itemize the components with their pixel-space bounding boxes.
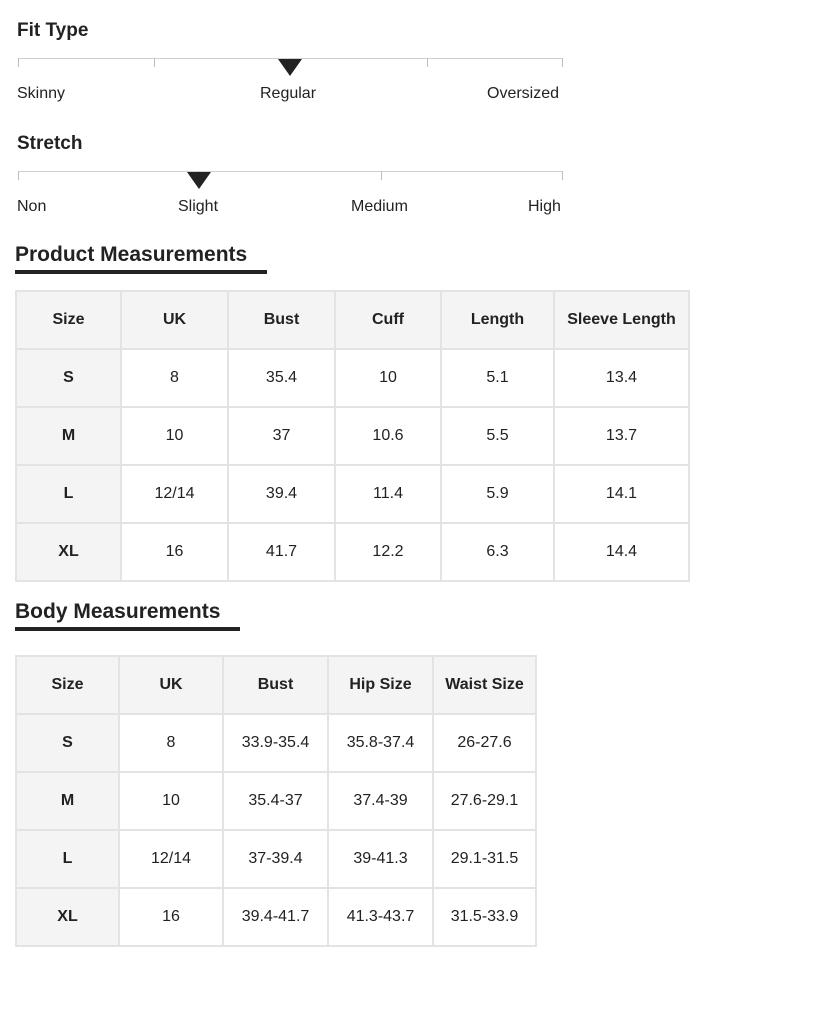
column-header-sleeve-length: Sleeve Length xyxy=(553,290,690,350)
table-row: L 12/14 39.4 11.4 5.9 14.1 xyxy=(15,464,690,524)
stretch-tick xyxy=(562,171,563,180)
size-cell: XL xyxy=(15,522,122,582)
stretch-label-slight: Slight xyxy=(178,198,219,215)
table-row: S 8 35.4 10 5.1 13.4 xyxy=(15,348,690,408)
fit-type-tick xyxy=(154,58,155,67)
table-cell: 14.4 xyxy=(553,522,690,582)
table-cell: 13.7 xyxy=(553,406,690,466)
stretch-tick xyxy=(18,171,19,180)
table-row: M 10 37 10.6 5.5 13.7 xyxy=(15,406,690,466)
body-measurements-underline xyxy=(15,627,240,631)
table-cell: 39.4-41.7 xyxy=(222,887,329,947)
table-row: M 10 35.4-37 37.4-39 27.6-29.1 xyxy=(15,771,537,831)
table-cell: 29.1-31.5 xyxy=(432,829,537,889)
table-header-row: Size UK Bust Cuff Length Sleeve Length xyxy=(15,290,690,350)
fit-type-label-oversized: Oversized xyxy=(487,85,560,102)
column-header-cuff: Cuff xyxy=(334,290,442,350)
fit-type-label-skinny: Skinny xyxy=(17,85,66,102)
table-cell: 35.4-37 xyxy=(222,771,329,831)
size-cell: L xyxy=(15,464,122,524)
table-cell: 8 xyxy=(120,348,229,408)
table-cell: 41.7 xyxy=(227,522,336,582)
product-measurements-underline xyxy=(15,270,267,274)
table-row: XL 16 39.4-41.7 41.3-43.7 31.5-33.9 xyxy=(15,887,537,947)
table-cell: 37.4-39 xyxy=(327,771,434,831)
table-cell: 11.4 xyxy=(334,464,442,524)
stretch-track xyxy=(18,171,563,172)
table-cell: 6.3 xyxy=(440,522,555,582)
table-cell: 16 xyxy=(120,522,229,582)
product-measurements-table: Size UK Bust Cuff Length Sleeve Length S… xyxy=(15,290,690,582)
table-cell: 12/14 xyxy=(118,829,224,889)
table-cell: 5.5 xyxy=(440,406,555,466)
column-header-uk: UK xyxy=(120,290,229,350)
body-measurements-table: Size UK Bust Hip Size Waist Size S 8 33.… xyxy=(15,655,537,947)
table-cell: 13.4 xyxy=(553,348,690,408)
fit-type-tick xyxy=(562,58,563,67)
stretch-label-high: High xyxy=(528,198,561,215)
column-header-hip-size: Hip Size xyxy=(327,655,434,715)
fit-type-selected-marker-icon xyxy=(278,59,302,76)
table-cell: 35.8-37.4 xyxy=(327,713,434,773)
column-header-waist-size: Waist Size xyxy=(432,655,537,715)
table-row: S 8 33.9-35.4 35.8-37.4 26-27.6 xyxy=(15,713,537,773)
size-cell: XL xyxy=(15,887,120,947)
stretch-tick xyxy=(381,171,382,180)
column-header-bust: Bust xyxy=(222,655,329,715)
table-cell: 37 xyxy=(227,406,336,466)
table-cell: 12/14 xyxy=(120,464,229,524)
table-cell: 35.4 xyxy=(227,348,336,408)
table-cell: 37-39.4 xyxy=(222,829,329,889)
table-row: L 12/14 37-39.4 39-41.3 29.1-31.5 xyxy=(15,829,537,889)
table-cell: 39-41.3 xyxy=(327,829,434,889)
table-cell: 33.9-35.4 xyxy=(222,713,329,773)
body-measurements-title: Body Measurements xyxy=(15,600,221,623)
stretch-label-medium: Medium xyxy=(351,198,408,215)
column-header-size: Size xyxy=(15,655,120,715)
table-cell: 5.9 xyxy=(440,464,555,524)
fit-type-label-regular: Regular xyxy=(260,85,317,102)
column-header-size: Size xyxy=(15,290,122,350)
table-cell: 41.3-43.7 xyxy=(327,887,434,947)
fit-type-tick xyxy=(18,58,19,67)
table-cell: 26-27.6 xyxy=(432,713,537,773)
stretch-label-non: Non xyxy=(17,198,47,215)
table-cell: 10.6 xyxy=(334,406,442,466)
fit-type-title: Fit Type xyxy=(17,20,89,41)
table-cell: 12.2 xyxy=(334,522,442,582)
table-cell: 5.1 xyxy=(440,348,555,408)
size-cell: M xyxy=(15,406,122,466)
size-cell: S xyxy=(15,348,122,408)
table-cell: 14.1 xyxy=(553,464,690,524)
size-cell: S xyxy=(15,713,120,773)
size-cell: M xyxy=(15,771,120,831)
size-cell: L xyxy=(15,829,120,889)
table-cell: 10 xyxy=(118,771,224,831)
fit-type-tick xyxy=(427,58,428,67)
stretch-title: Stretch xyxy=(17,133,83,154)
column-header-length: Length xyxy=(440,290,555,350)
table-cell: 27.6-29.1 xyxy=(432,771,537,831)
table-cell: 8 xyxy=(118,713,224,773)
table-cell: 39.4 xyxy=(227,464,336,524)
column-header-uk: UK xyxy=(118,655,224,715)
column-header-bust: Bust xyxy=(227,290,336,350)
table-cell: 16 xyxy=(118,887,224,947)
table-header-row: Size UK Bust Hip Size Waist Size xyxy=(15,655,537,715)
table-cell: 10 xyxy=(120,406,229,466)
product-measurements-title: Product Measurements xyxy=(15,243,248,266)
table-cell: 31.5-33.9 xyxy=(432,887,537,947)
table-row: XL 16 41.7 12.2 6.3 14.4 xyxy=(15,522,690,582)
table-cell: 10 xyxy=(334,348,442,408)
stretch-selected-marker-icon xyxy=(187,172,211,189)
